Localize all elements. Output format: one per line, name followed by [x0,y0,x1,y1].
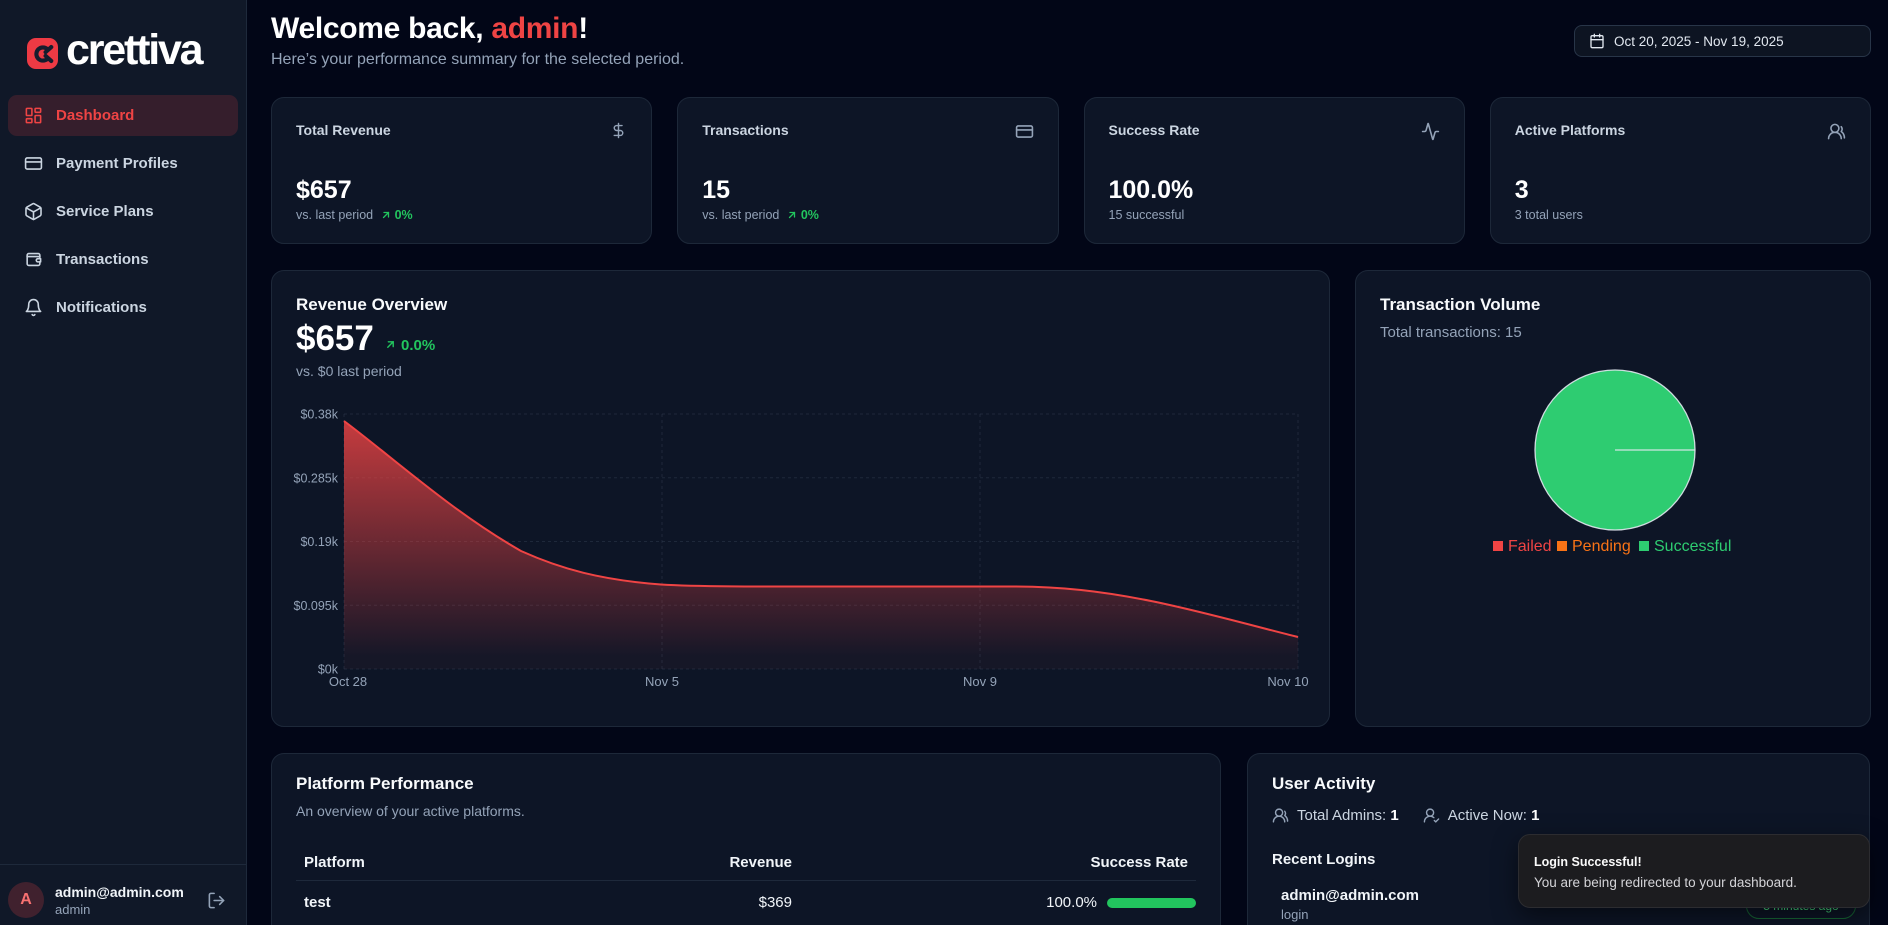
svg-text:Nov 5: Nov 5 [645,674,679,689]
svg-text:Oct 28: Oct 28 [329,674,367,689]
svg-text:$0.095k: $0.095k [294,599,339,613]
svg-text:$0k: $0k [318,663,339,677]
svg-text:Nov 9: Nov 9 [963,674,997,689]
svg-text:$0.38k: $0.38k [300,408,338,422]
svg-text:Pending: Pending [1572,538,1631,555]
svg-text:$0.19k: $0.19k [300,535,338,549]
svg-text:Successful: Successful [1654,538,1731,555]
svg-text:$0.285k: $0.285k [294,471,339,485]
svg-text:Failed: Failed [1508,538,1552,555]
svg-text:Nov 10: Nov 10 [1267,674,1308,689]
